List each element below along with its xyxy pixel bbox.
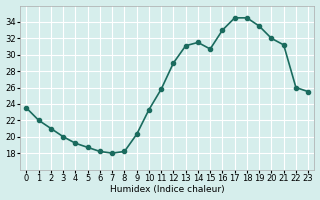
X-axis label: Humidex (Indice chaleur): Humidex (Indice chaleur) [110, 185, 225, 194]
